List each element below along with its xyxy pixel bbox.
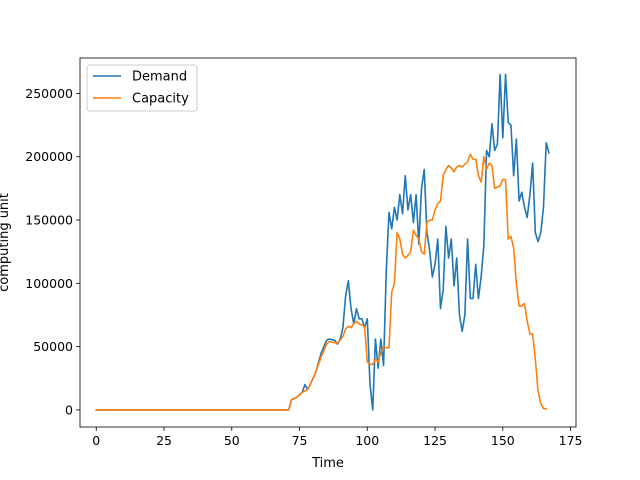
plot-area [80,58,576,427]
x-axis-label: Time [311,456,344,471]
y-axis: 0 50000 100000 150000 200000 250000 [25,86,80,417]
y-tick-label: 100000 [25,276,73,291]
x-tick-label: 100 [355,433,379,448]
x-axis: 0 25 50 75 100 125 150 175 [92,427,583,448]
x-tick-label: 125 [423,433,447,448]
series-layer [95,73,550,411]
y-tick-label: 50000 [33,339,73,354]
legend: Demand Capacity [86,64,198,112]
x-tick-label: 175 [559,433,583,448]
y-axis-label: computing unit [0,193,12,292]
series-line-demand [95,73,550,411]
x-tick-label: 75 [292,433,308,448]
y-tick-label: 0 [65,402,73,417]
x-tick-label: 25 [156,433,172,448]
legend-label-capacity: Capacity [132,92,189,107]
x-tick-label: 50 [224,433,240,448]
y-tick-label: 200000 [25,149,73,164]
y-tick-label: 150000 [25,213,73,228]
series-line-capacity [95,153,547,411]
x-tick-label: 0 [92,433,100,448]
plot-frame [79,57,577,428]
legend-label-demand: Demand [132,70,187,85]
y-tick-label: 250000 [25,86,73,101]
x-tick-label: 150 [491,433,515,448]
